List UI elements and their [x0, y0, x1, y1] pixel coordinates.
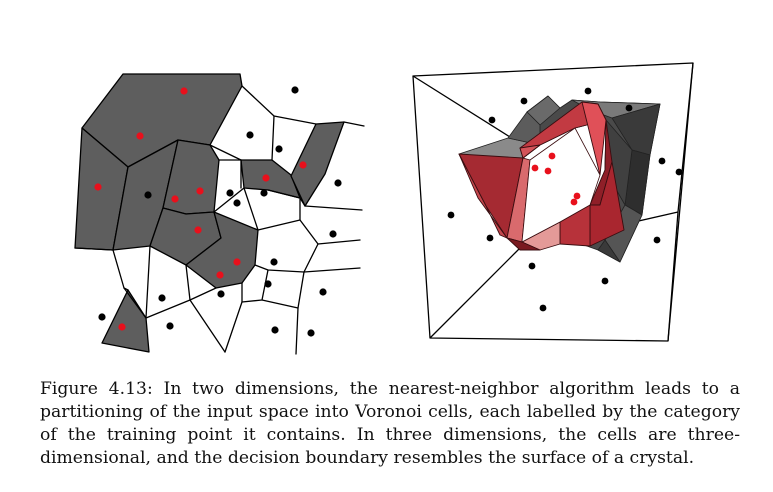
- figure-caption-text: In two dimensions, the nearest-neighbor …: [40, 379, 740, 468]
- black-training-point: [601, 277, 609, 285]
- black-training-point: [584, 87, 592, 95]
- bounding-box: [412, 62, 694, 342]
- black-training-point: [275, 145, 283, 153]
- black-training-point: [658, 157, 666, 165]
- crystal-red-faces: [458, 101, 625, 251]
- figure-illustration: [74, 62, 694, 355]
- voronoi-red-class-cells: [74, 73, 345, 353]
- red-training-point: [544, 167, 552, 175]
- voronoi-cell: [185, 211, 259, 289]
- voronoi-cell: [101, 289, 150, 353]
- black-training-point: [653, 236, 661, 244]
- voronoi-cell: [290, 121, 345, 207]
- black-training-point: [488, 116, 496, 124]
- black-training-point: [166, 322, 174, 330]
- black-training-point: [625, 104, 633, 112]
- crystal-opening: [521, 127, 601, 243]
- red-training-point: [216, 271, 224, 279]
- figure-caption: Figure 4.13: In two dimensions, the near…: [40, 378, 740, 470]
- black-training-point: [98, 313, 106, 321]
- red-training-point: [118, 323, 126, 331]
- red-training-point: [573, 192, 581, 200]
- black-training-point: [319, 288, 327, 296]
- red-training-point: [548, 152, 556, 160]
- black-training-point: [271, 326, 279, 334]
- black-training-point: [334, 179, 342, 187]
- black-training-point: [307, 329, 315, 337]
- voronoi-black-points: [98, 86, 342, 337]
- red-training-point: [233, 258, 241, 266]
- red-training-point: [194, 226, 202, 234]
- black-training-point: [260, 189, 268, 197]
- red-training-point: [171, 195, 179, 203]
- black-training-point: [539, 304, 547, 312]
- crystal-red-points: [531, 152, 581, 206]
- red-training-point: [299, 161, 307, 169]
- voronoi-cell: [240, 159, 301, 199]
- black-training-point: [226, 189, 234, 197]
- black-training-point: [233, 199, 241, 207]
- black-training-point: [329, 230, 337, 238]
- figure-label: Figure 4.13:: [40, 379, 153, 399]
- red-training-point: [196, 187, 204, 195]
- red-training-point: [136, 132, 144, 140]
- crystal-gray-faces: [458, 95, 661, 263]
- black-training-point: [447, 211, 455, 219]
- black-training-point: [246, 131, 254, 139]
- black-training-point: [520, 97, 528, 105]
- red-training-point: [531, 164, 539, 172]
- voronoi-2d-panel: [74, 73, 365, 355]
- crystal-black-points: [447, 87, 683, 312]
- black-training-point: [217, 290, 225, 298]
- voronoi-red-points: [94, 87, 307, 331]
- black-training-point: [291, 86, 299, 94]
- crystal-3d-panel: [412, 62, 694, 342]
- black-training-point: [270, 258, 278, 266]
- black-training-point: [675, 168, 683, 176]
- red-training-point: [570, 198, 578, 206]
- black-training-point: [264, 280, 272, 288]
- red-training-point: [262, 174, 270, 182]
- black-training-point: [486, 234, 494, 242]
- black-training-point: [158, 294, 166, 302]
- black-training-point: [528, 262, 536, 270]
- red-training-point: [94, 183, 102, 191]
- red-training-point: [180, 87, 188, 95]
- black-training-point: [144, 191, 152, 199]
